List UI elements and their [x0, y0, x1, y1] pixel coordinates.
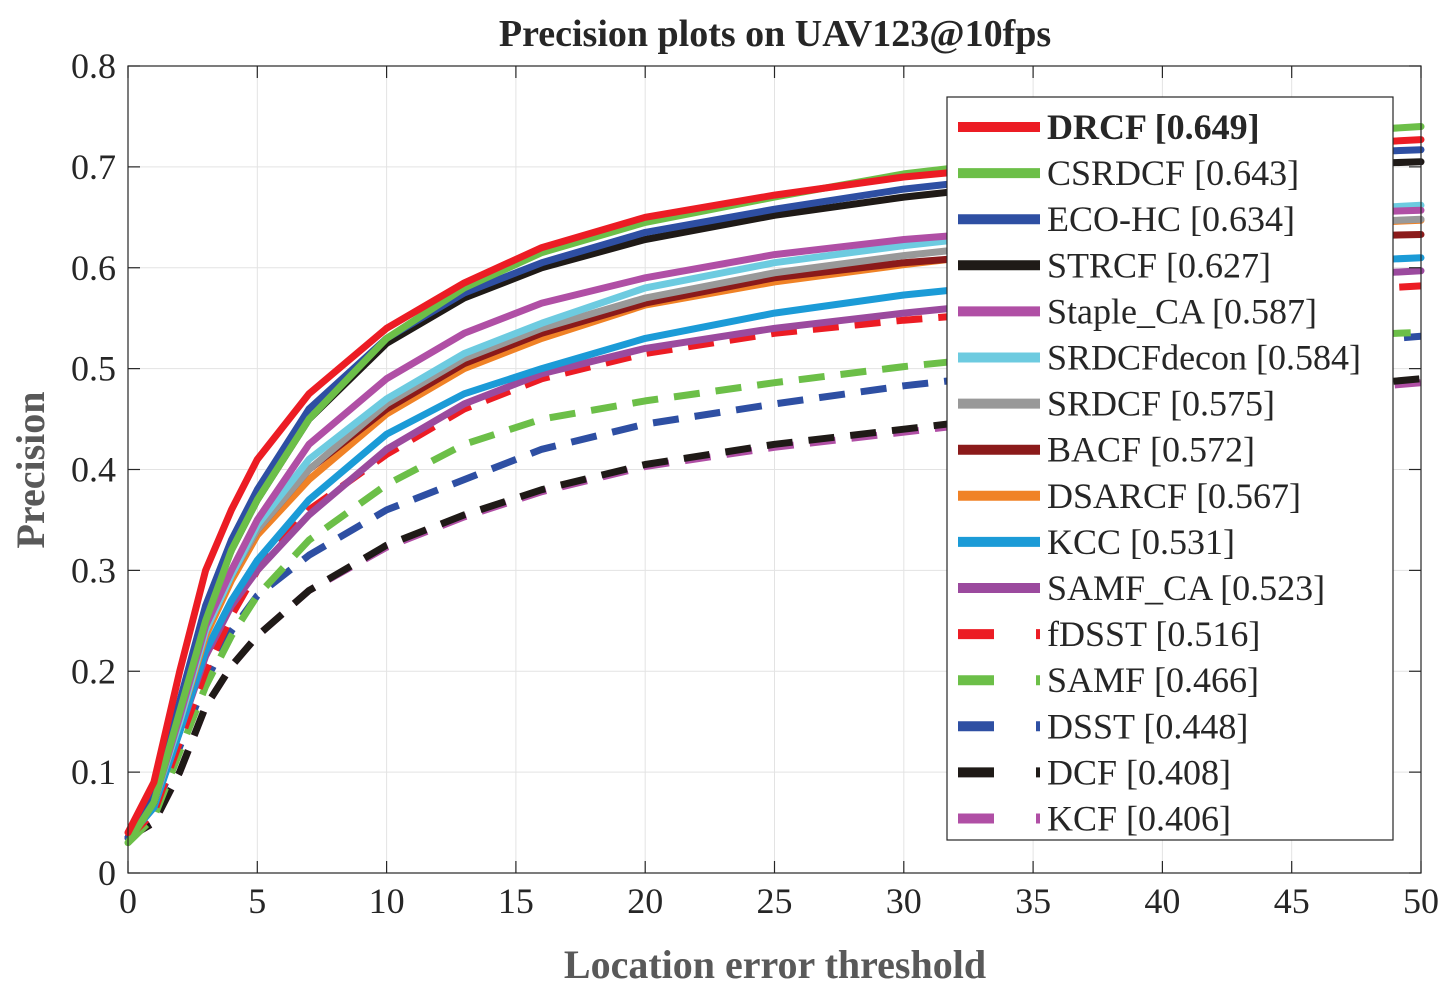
y-tick-label: 0.1 [71, 752, 116, 792]
legend-entry-label: BACF [0.572] [1047, 430, 1255, 470]
x-tick-label: 35 [1015, 881, 1051, 921]
y-tick-label: 0.8 [71, 46, 116, 86]
chart-title: Precision plots on UAV123@10fps [499, 13, 1051, 55]
y-tick-label: 0.4 [71, 450, 116, 490]
legend-entry-label: SAMF_CA [0.523] [1047, 568, 1325, 608]
y-tick-label: 0.5 [71, 349, 116, 389]
legend-entry-label: DRCF [0.649] [1047, 107, 1260, 147]
legend-entry-label: KCC [0.531] [1047, 522, 1235, 562]
x-tick-label: 0 [119, 881, 137, 921]
y-tick-label: 0.6 [71, 248, 116, 288]
legend-entry-label: DSARCF [0.567] [1047, 476, 1301, 516]
legend-entry-label: ECO-HC [0.634] [1047, 199, 1295, 239]
x-axis-label: Location error threshold [564, 942, 986, 987]
x-tick-label: 40 [1144, 881, 1180, 921]
x-tick-label: 50 [1403, 881, 1439, 921]
y-tick-label: 0 [98, 853, 116, 893]
legend-entry-label: Staple_CA [0.587] [1047, 291, 1317, 331]
legend-entry-label: KCF [0.406] [1047, 799, 1231, 839]
x-tick-label: 45 [1274, 881, 1310, 921]
x-tick-label: 10 [369, 881, 405, 921]
legend-entry-label: SAMF [0.466] [1047, 660, 1259, 700]
legend-entry-label: SRDCFdecon [0.584] [1047, 338, 1361, 378]
legend-entry-label: SRDCF [0.575] [1047, 384, 1275, 424]
axis-ticks: 0 5 10 15 20 25 30 35 40 45 50 0 0.1 0.2 0.3 0.4 0.5 0.6 0… [71, 46, 1439, 921]
legend-entry-label: DSST [0.448] [1047, 706, 1248, 746]
x-tick-label: 5 [248, 881, 266, 921]
x-tick-label: 20 [627, 881, 663, 921]
y-tick-label: 0.2 [71, 651, 116, 691]
x-tick-label: 15 [498, 881, 534, 921]
x-tick-label: 30 [886, 881, 922, 921]
legend: DRCF [0.649] CSRDCF [0.643] ECO-HC [0.634]… [946, 96, 1394, 841]
legend-entry-label: DCF [0.408] [1047, 752, 1231, 792]
legend-entry-label: STRCF [0.627] [1047, 245, 1271, 285]
legend-entry-label: fDSST [0.516] [1047, 614, 1260, 654]
y-tick-label: 0.7 [71, 147, 116, 187]
y-axis-label: Precision [8, 391, 53, 548]
x-tick-label: 25 [757, 881, 793, 921]
legend-entry-label: CSRDCF [0.643] [1047, 153, 1299, 193]
y-tick-label: 0.3 [71, 550, 116, 590]
